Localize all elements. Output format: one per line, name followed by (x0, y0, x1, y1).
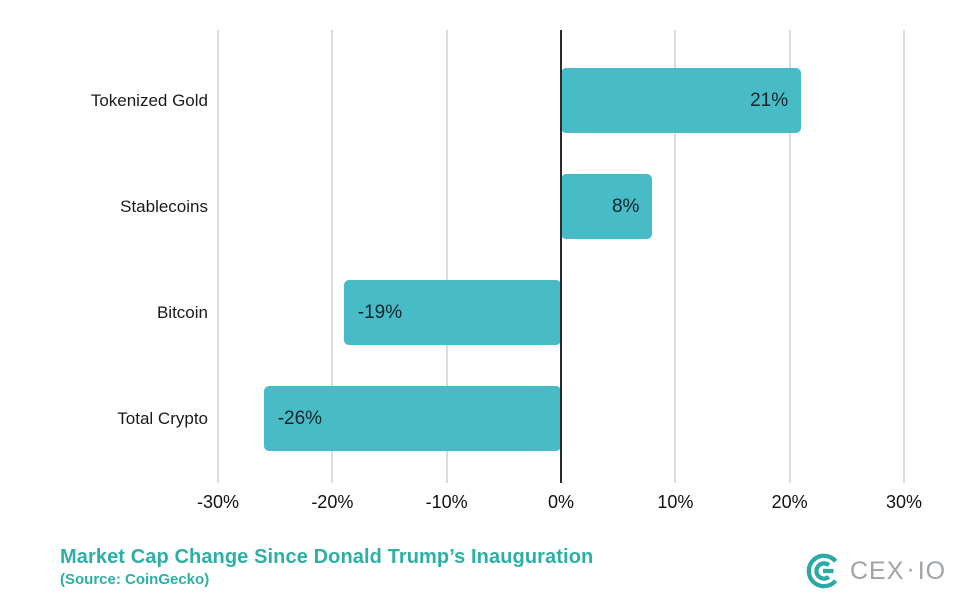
bar: 8% (561, 174, 653, 239)
bar-value-label: -19% (357, 302, 403, 323)
x-tick-label: 30% (885, 492, 923, 512)
logo-separator-dot: · (906, 554, 916, 583)
x-tick-label: -20% (311, 492, 354, 512)
gridline (788, 30, 791, 483)
x-tick-label: -30% (196, 492, 240, 512)
chart-title: Market Cap Change Since Donald Trump’s I… (60, 546, 594, 568)
chart-source: (Source: CoinGecko) (60, 571, 210, 588)
category-label: Bitcoin (156, 303, 208, 322)
x-tick-label: 0% (547, 492, 574, 512)
category-label: Stablecoins (120, 197, 208, 216)
category-label: Tokenized Gold (90, 91, 208, 110)
cexio-logo-text: CEX · IO (850, 554, 947, 586)
gridline (903, 30, 905, 483)
bar: 21% (561, 68, 802, 133)
x-tick-label: 20% (771, 492, 808, 512)
bar: -19% (343, 280, 561, 345)
bar: -26% (263, 386, 561, 451)
zero-axis-line (560, 30, 562, 483)
gridline (217, 30, 219, 483)
gridline (331, 30, 334, 483)
logo-text-io: IO (917, 556, 947, 585)
bar-value-label: 8% (611, 196, 640, 217)
cexio-logo: CEX · IO (805, 552, 946, 590)
x-tick-label: -10% (425, 492, 468, 512)
x-tick-label: 10% (657, 492, 694, 512)
gridline (674, 30, 677, 483)
category-label: Total Crypto (117, 409, 208, 428)
logo-text-cex: CEX (850, 556, 905, 585)
bar-value-label: 21% (750, 90, 789, 111)
gridline (445, 30, 448, 483)
bar-value-label: -26% (277, 408, 323, 429)
cexio-monogram-icon (805, 552, 843, 590)
